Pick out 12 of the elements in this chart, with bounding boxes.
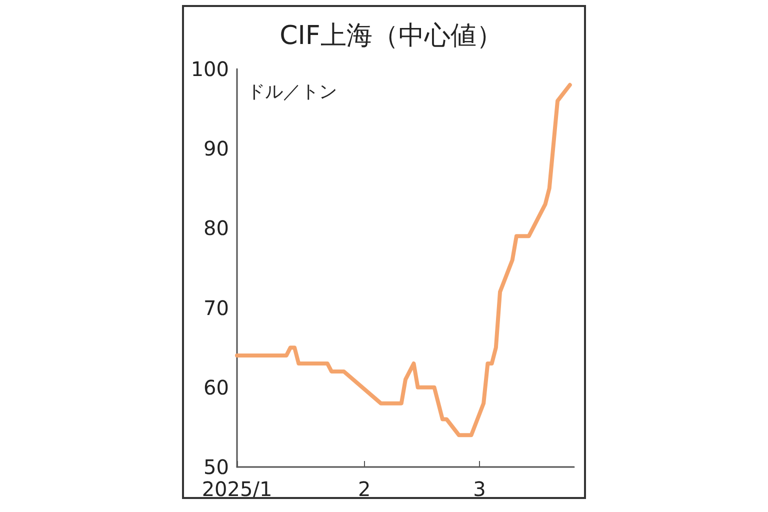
y-axis-title: ドル／トン <box>247 82 337 102</box>
y-tick-label: 80 <box>204 216 229 240</box>
y-tick-label: 60 <box>204 375 229 400</box>
y-tick-label: 90 <box>204 136 229 161</box>
y-tick-label: 100 <box>190 57 229 81</box>
x-tick-label: 3 <box>473 477 486 501</box>
x-tick-label: 2025/1 <box>202 477 272 501</box>
line-series <box>235 82 572 438</box>
x-tick-label: 2 <box>358 477 371 501</box>
y-tick-label: 50 <box>204 455 229 479</box>
chart-title: CIF上海（中心値） <box>280 21 502 51</box>
y-tick-label: 70 <box>204 296 229 320</box>
